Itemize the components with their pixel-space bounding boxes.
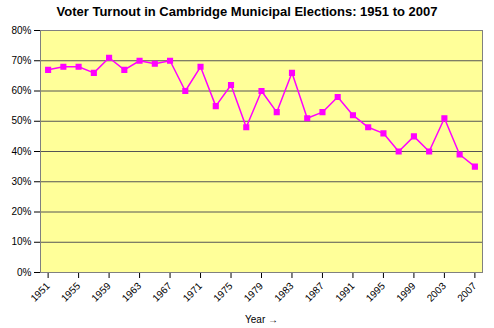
svg-text:1959: 1959 xyxy=(89,280,113,304)
svg-text:1979: 1979 xyxy=(242,280,266,304)
svg-text:1963: 1963 xyxy=(120,280,144,304)
svg-text:50%: 50% xyxy=(11,115,31,126)
svg-text:1991: 1991 xyxy=(333,280,357,304)
svg-text:Year →: Year → xyxy=(245,314,278,325)
svg-text:1975: 1975 xyxy=(211,280,235,304)
svg-text:30%: 30% xyxy=(11,176,31,187)
svg-text:1951: 1951 xyxy=(28,280,52,304)
svg-text:60%: 60% xyxy=(11,85,31,96)
html-text:Voter Turnout in Cambridge Mun: Voter Turnout in Cambridge Municipal Ele… xyxy=(56,4,438,19)
svg-text:10%: 10% xyxy=(11,236,31,247)
svg-text:1995: 1995 xyxy=(364,280,388,304)
svg-text:2007: 2007 xyxy=(455,280,479,304)
svg-text:70%: 70% xyxy=(11,55,31,66)
svg-text:40%: 40% xyxy=(11,146,31,157)
svg-text:1983: 1983 xyxy=(272,280,296,304)
svg-text:2003: 2003 xyxy=(425,280,449,304)
svg-text:80%: 80% xyxy=(11,25,31,36)
svg-text:1971: 1971 xyxy=(181,280,205,304)
svg-text:1955: 1955 xyxy=(59,280,83,304)
svg-text:20%: 20% xyxy=(11,206,31,217)
svg-text:0%: 0% xyxy=(17,267,32,278)
svg-text:1987: 1987 xyxy=(303,280,327,304)
svg-text:1967: 1967 xyxy=(150,280,174,304)
svg-text:1999: 1999 xyxy=(394,280,418,304)
